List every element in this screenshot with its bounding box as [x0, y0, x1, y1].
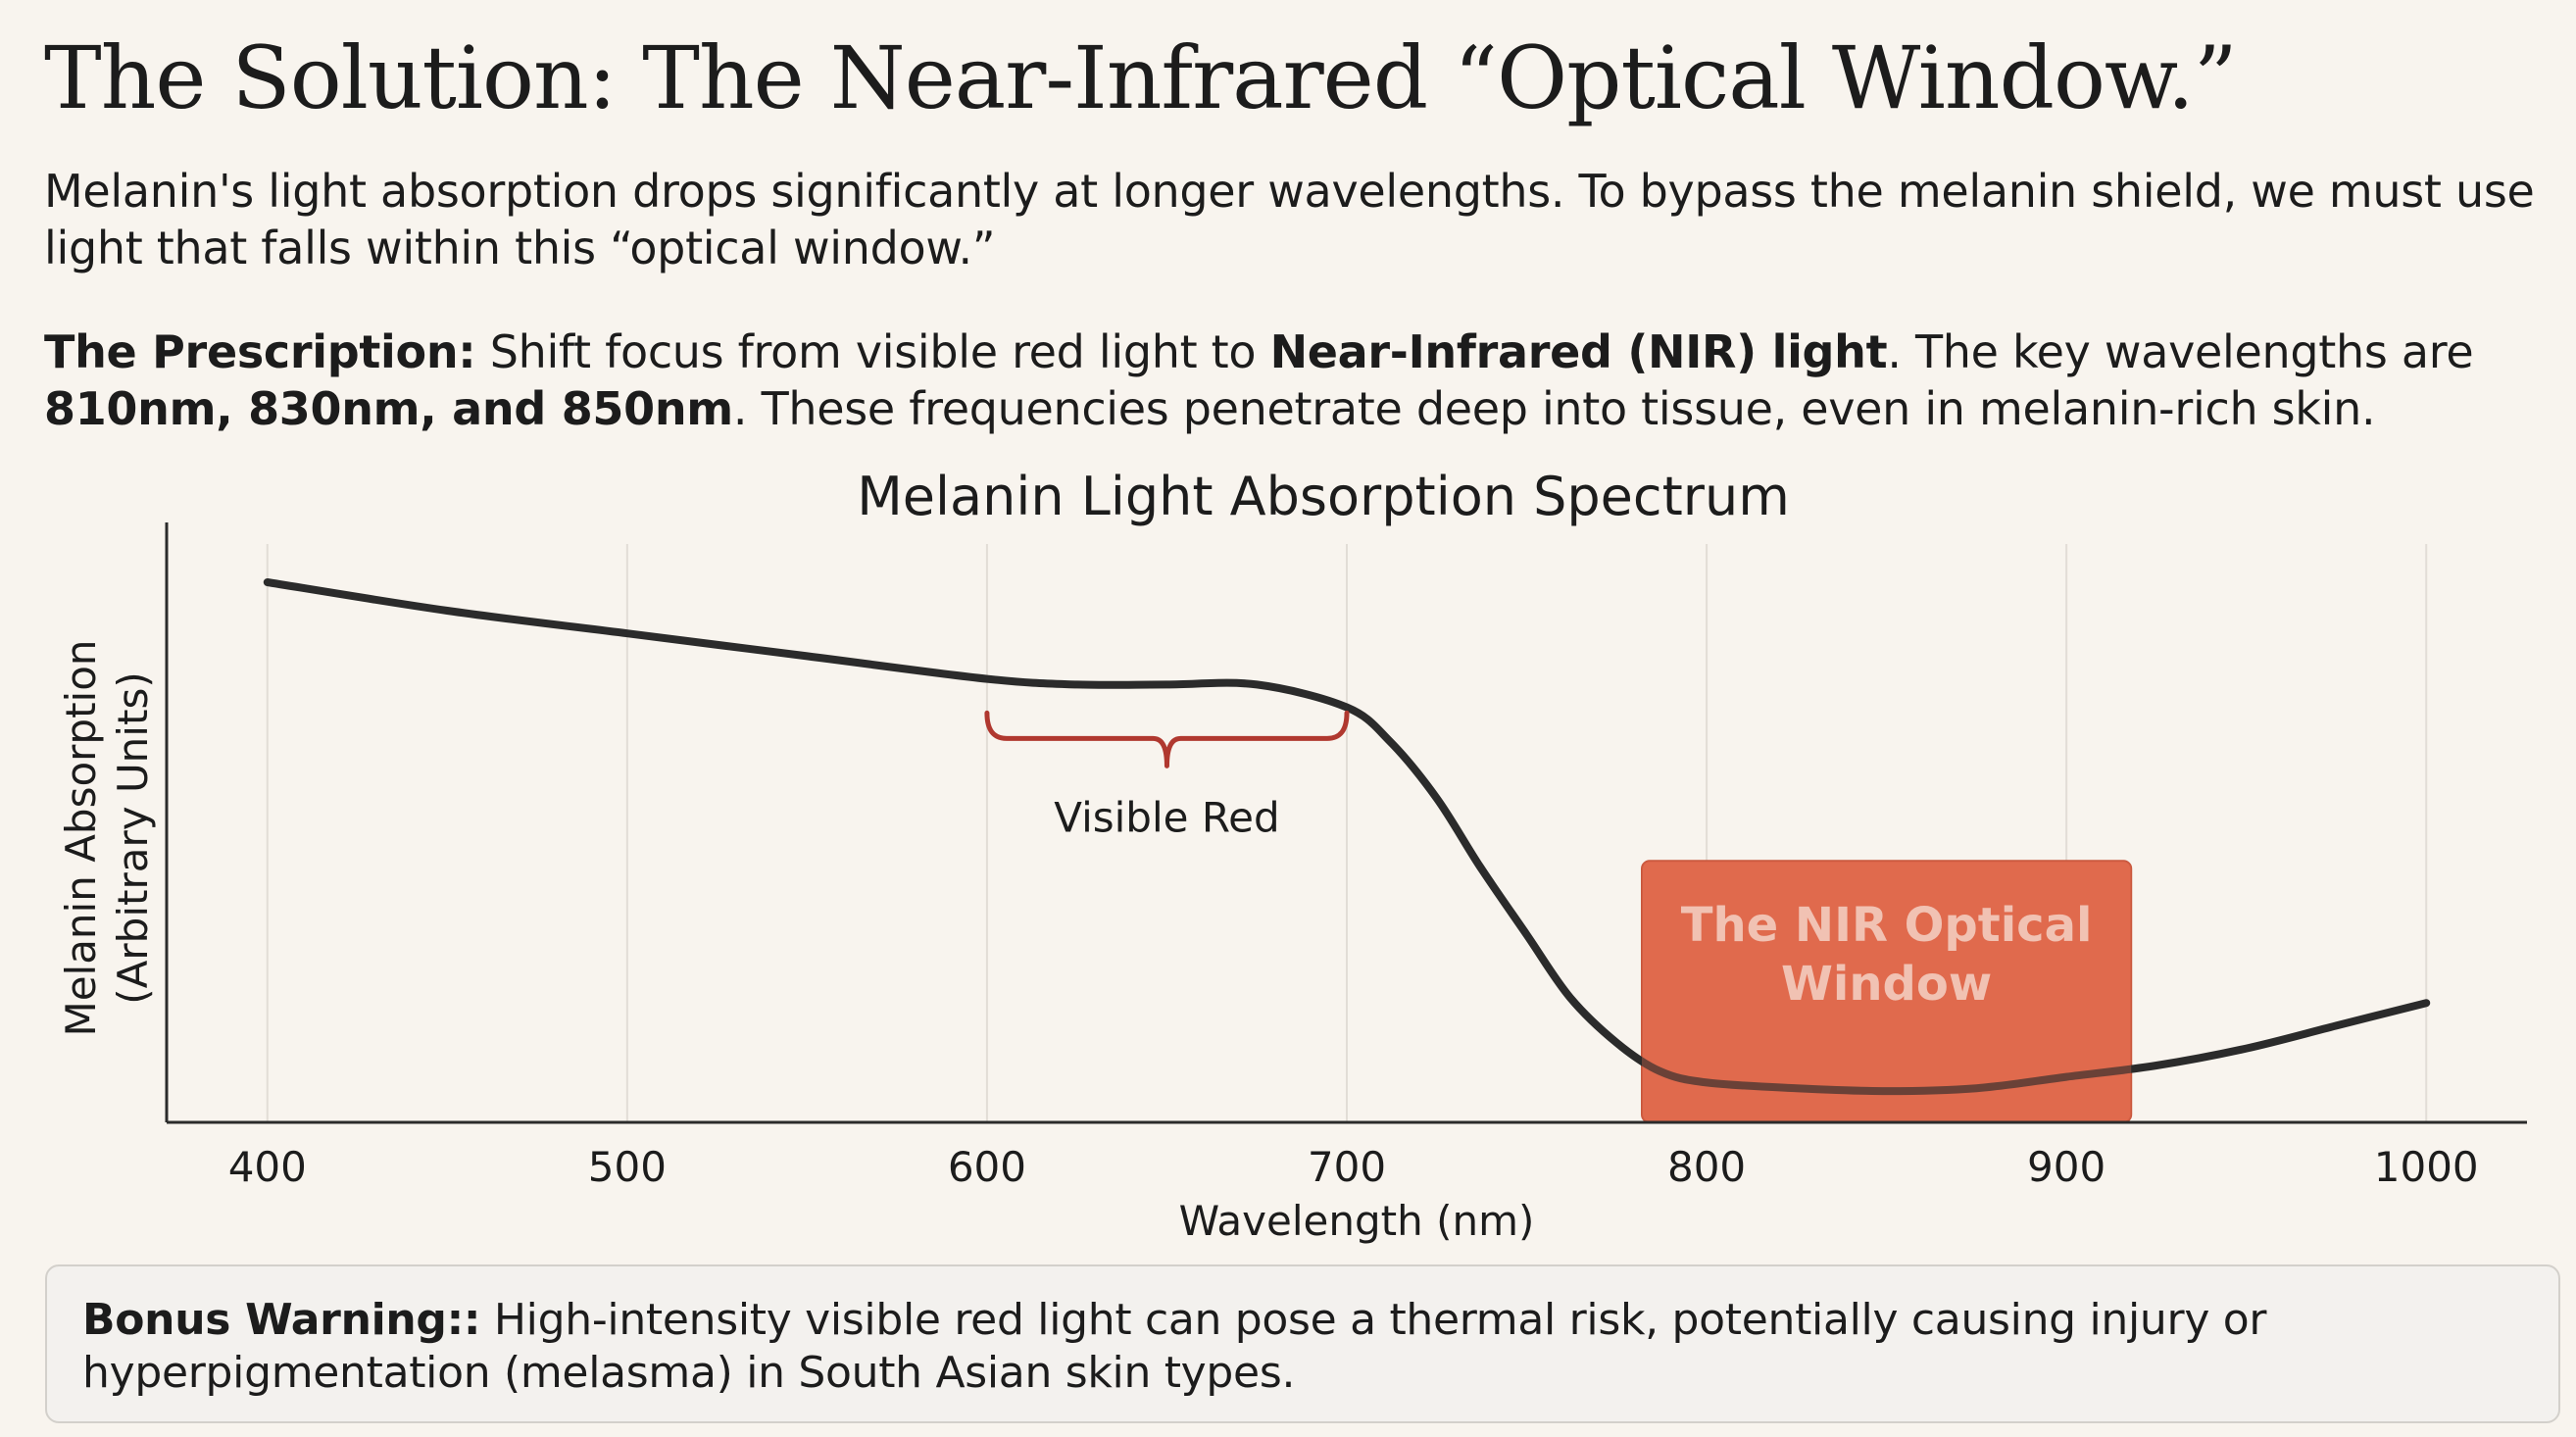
nir-window-overlay: [1642, 861, 2132, 1122]
prescription-text-1: Shift focus from visible red light to: [475, 325, 1270, 378]
nir-window-label-line-1: The NIR Optical: [1681, 898, 2093, 953]
chart-title: Melanin Light Absorption Spectrum: [857, 466, 1790, 527]
x-axis-label: Wavelength (nm): [1179, 1197, 1535, 1245]
visible-red-annotation: Visible Red: [984, 710, 1350, 841]
visible-red-bracket: [984, 710, 1350, 768]
x-tick-label-400: 400: [228, 1143, 307, 1191]
absorption-curve: [263, 578, 2431, 1096]
x-tick-labels: 400 500 600 700 800 900 1000: [228, 1143, 2479, 1191]
warning-text: High-intensity visible red light can pos…: [82, 1295, 2267, 1398]
warning-label: Bonus Warning::: [82, 1295, 481, 1345]
x-tick-label-800: 800: [1667, 1143, 1746, 1191]
y-axis-label-line-1: Melanin Absorption: [57, 639, 105, 1036]
nir-window-group: The NIR Optical Window: [1641, 860, 2133, 1123]
prescription-paragraph: The Prescription: Shift focus from visib…: [44, 323, 2553, 437]
absorption-chart: Melanin Light Absorption Spectrum The NI…: [57, 466, 2527, 1245]
warning-box: Bonus Warning:: High-intensity visible r…: [45, 1264, 2560, 1423]
intro-paragraph: Melanin's light absorption drops signifi…: [44, 165, 2535, 274]
chart-grid: [266, 544, 2428, 1122]
visible-red-label: Visible Red: [1054, 793, 1279, 841]
nir-window-label-line-2: Window: [1781, 957, 1992, 1012]
x-tick-label-700: 700: [1308, 1143, 1386, 1191]
prescription-text-3: . These frequencies penetrate deep into …: [732, 382, 2376, 435]
x-tick-label-500: 500: [588, 1143, 667, 1191]
prescription-nir-light: Near-Infrared (NIR) light: [1269, 325, 1888, 378]
prescription-text-2: . The key wavelengths are: [1887, 325, 2474, 378]
x-tick-label-1000: 1000: [2374, 1143, 2479, 1191]
prescription-label: The Prescription:: [44, 325, 476, 378]
page-title: The Solution: The Near-Infrared “Optical…: [44, 27, 2238, 128]
prescription-wavelengths: 810nm, 830nm, and 850nm: [44, 382, 733, 435]
y-axis-label-line-2: (Arbitrary Units): [109, 671, 157, 1004]
x-tick-label-600: 600: [948, 1143, 1026, 1191]
x-tick-label-900: 900: [2027, 1143, 2105, 1191]
